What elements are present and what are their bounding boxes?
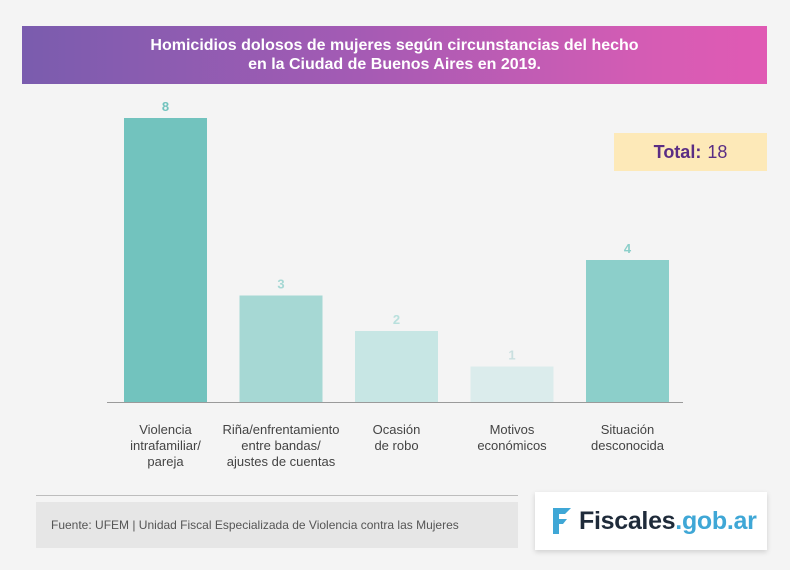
bar-chart: 8 3 2 1 4 — [107, 99, 683, 403]
source-text: Fuente: UFEM | Unidad Fiscal Especializa… — [51, 518, 459, 532]
bar-value-label-3: 1 — [508, 348, 515, 363]
logo-main-text: Fiscales — [579, 506, 676, 535]
chart-title-line1: Homicidios dolosos de mujeres según circ… — [150, 37, 639, 54]
bar-value-label-1: 3 — [277, 277, 284, 292]
category-label-line: Riña/enfrentamiento — [222, 422, 340, 437]
category-label-4: Situación desconocida — [558, 422, 698, 454]
chart-title-line2: en la Ciudad de Buenos Aires en 2019. — [248, 56, 541, 73]
bar-3 — [470, 366, 554, 402]
category-label-line: Violencia — [139, 422, 192, 437]
category-label-1: Riña/enfrentamiento entre bandas/ajustes … — [211, 422, 351, 470]
footer-divider — [36, 495, 518, 496]
category-label-2: Ocasión de robo — [327, 422, 467, 454]
category-label-0: Violencia intrafamiliar/pareja — [96, 422, 236, 470]
category-label-line: Motivos — [489, 422, 535, 437]
category-label-line: desconocida — [591, 438, 664, 453]
bar-value-label-2: 2 — [393, 312, 400, 327]
category-label-line: de robo — [374, 438, 419, 453]
source-note: Fuente: UFEM | Unidad Fiscal Especializa… — [36, 502, 518, 548]
bar-2 — [355, 331, 438, 402]
logo-wordmark: Fiscales.gob.ar — [579, 507, 757, 536]
bar-4 — [586, 260, 669, 402]
category-label-3: Motivos económicos — [442, 422, 582, 454]
category-label-line: ajustes de cuentas — [226, 454, 336, 469]
fiscales-logo: Fiscales.gob.ar — [535, 492, 767, 550]
total-badge: Total: 18 — [614, 133, 767, 171]
bar-value-label-0: 8 — [162, 99, 169, 114]
logo-suffix-text: .gob.ar — [675, 506, 757, 535]
total-value: 18 — [707, 141, 728, 162]
category-label-line: Ocasión — [372, 422, 421, 437]
bar-1 — [239, 295, 323, 402]
logo-flag-icon — [553, 508, 571, 534]
category-label-line: entre bandas/ — [241, 438, 321, 453]
bar-0 — [124, 118, 207, 402]
category-label-line: pareja — [147, 454, 184, 469]
category-label-line: económicos — [477, 438, 547, 453]
total-label: Total: — [653, 141, 702, 162]
bar-value-label-4: 4 — [624, 241, 632, 256]
category-label-line: intrafamiliar/ — [130, 438, 201, 453]
chart-title-banner: Homicidios dolosos de mujeres según circ… — [22, 26, 767, 84]
category-label-line: Situación — [600, 422, 655, 437]
